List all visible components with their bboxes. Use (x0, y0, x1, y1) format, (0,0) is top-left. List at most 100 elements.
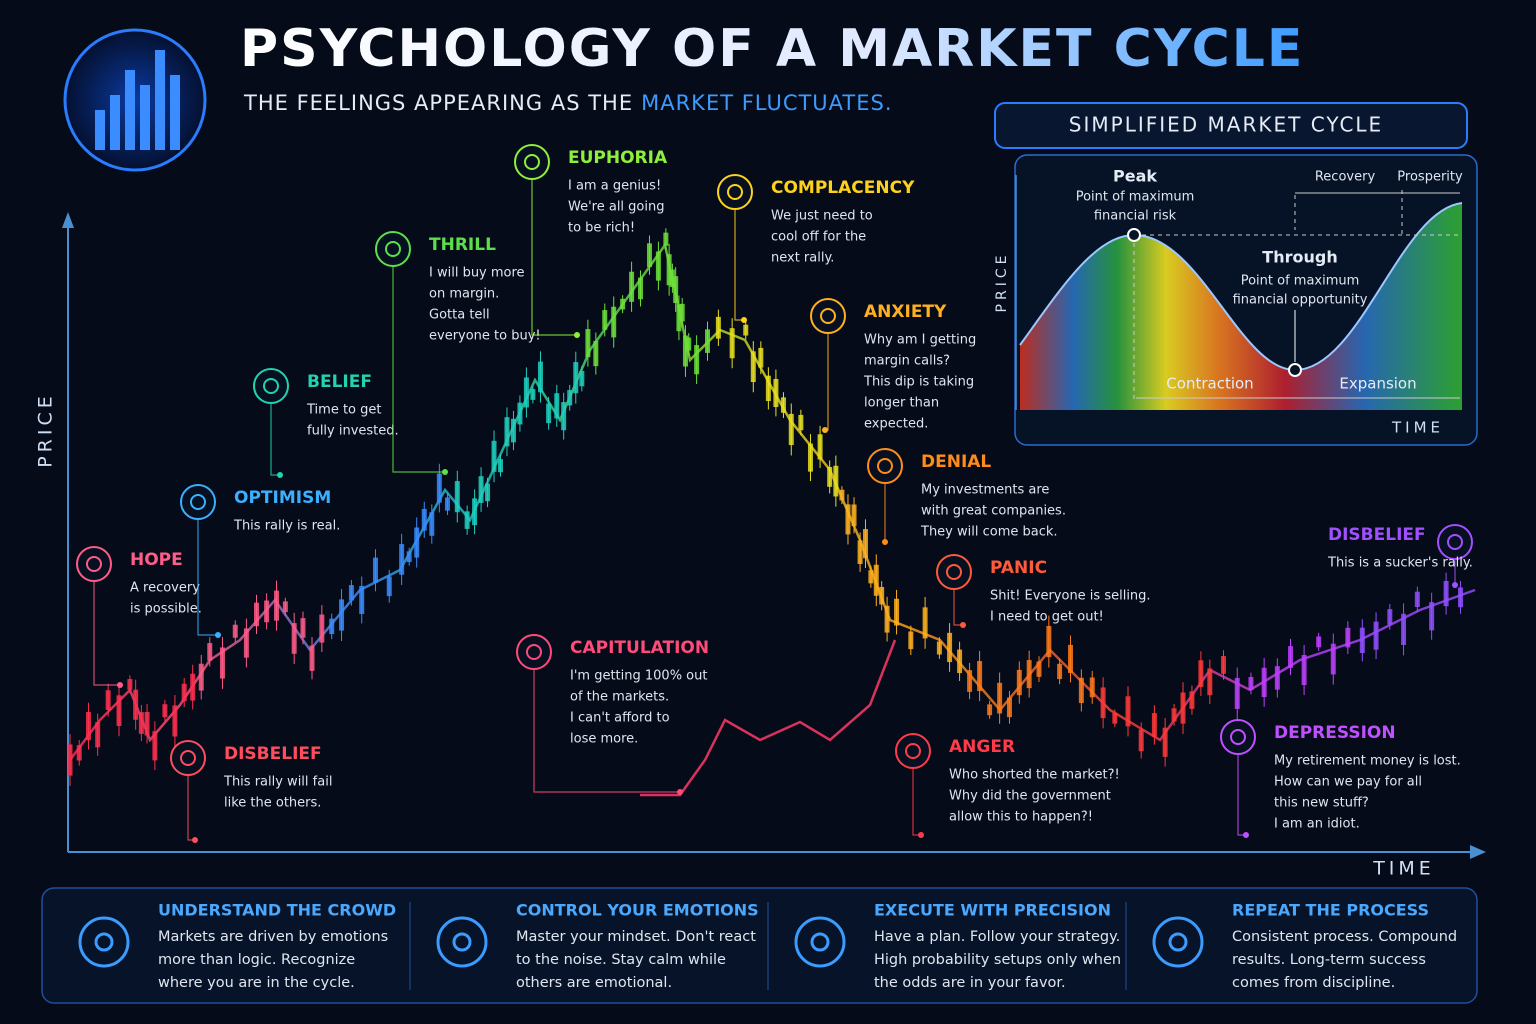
candle-body (1112, 712, 1118, 724)
emotion-text: is possible. (130, 602, 202, 617)
leader-line (270, 404, 280, 476)
candle-body (1414, 591, 1420, 608)
anchor-dot (918, 832, 924, 838)
candle-body (743, 324, 749, 336)
candle-body (546, 403, 552, 424)
emotion-icon (1437, 524, 1473, 560)
emotion-text: this new stuff? (1274, 796, 1369, 811)
emotion-title: THRILL (429, 235, 496, 255)
footer-icon (78, 916, 130, 968)
candle-body (510, 418, 516, 443)
peak-desc: financial risk (1094, 209, 1177, 224)
candle-body (573, 362, 579, 394)
footer-icon (794, 916, 846, 968)
footer-text: the odds are in your favor. (874, 975, 1066, 991)
emotion-text: Shit! Everyone is selling. (990, 589, 1151, 604)
candle-body (300, 618, 306, 638)
anchor-dot (741, 317, 747, 323)
candle-body (444, 497, 450, 511)
footer-text: comes from discipline. (1232, 975, 1395, 991)
candle-body (862, 529, 868, 559)
inset-curve (1019, 202, 1463, 372)
candle-body (694, 345, 700, 375)
candle-body (646, 243, 652, 267)
emotion-text: everyone to buy! (429, 329, 541, 344)
candle-body (1171, 708, 1177, 722)
leader-line (734, 210, 744, 321)
leader-line (533, 670, 680, 793)
candle-body (1234, 677, 1240, 709)
candle-body (851, 504, 857, 527)
inset-title: SIMPLIFIED MARKET CYCLE (1069, 113, 1383, 137)
candle-body (1180, 692, 1186, 724)
candle-body (1089, 677, 1095, 698)
emotion-icon (170, 740, 206, 776)
candle-body (1387, 609, 1393, 625)
emotion-title: CAPITULATION (570, 638, 709, 658)
candle-body (421, 508, 427, 531)
candle-body (1401, 613, 1407, 645)
candle-body (282, 601, 288, 613)
through-desc: financial opportunity (1233, 293, 1368, 308)
candle-body (1138, 729, 1144, 752)
candle-body (1301, 655, 1307, 686)
candle-body (997, 682, 1003, 714)
emotion-icon-core (877, 458, 893, 474)
footer-text: Consistent process. Compound (1232, 929, 1457, 945)
emotion-text: like the others. (224, 796, 321, 811)
anchor-dot (1452, 582, 1458, 588)
footer-title: EXECUTE WITH PRECISION (874, 901, 1111, 920)
emotion-text: fully invested. (307, 424, 399, 439)
candle-body (1261, 667, 1267, 698)
candle-body (1078, 677, 1084, 704)
emotion-title: OPTIMISM (234, 488, 331, 508)
candle-body (329, 618, 335, 635)
leader-line (1237, 755, 1246, 836)
anchor-dot (822, 427, 828, 433)
candle-body (138, 712, 144, 734)
candle-body (152, 731, 158, 761)
candle-body (845, 504, 851, 535)
candle-body (839, 489, 845, 501)
footer-text: Markets are driven by emotions (158, 929, 388, 945)
footer-icon-core (452, 932, 472, 952)
candle-body (1330, 643, 1336, 675)
candle-body (655, 251, 661, 281)
candle-body (729, 328, 735, 359)
footer-text: more than logic. Recognize (158, 952, 355, 968)
candle-body (386, 576, 392, 597)
candle-body (765, 375, 771, 402)
leader-line (392, 267, 445, 473)
emotion-title: EUPHORIA (568, 148, 668, 168)
candle-body (884, 605, 890, 633)
candle-body (436, 473, 442, 503)
emotion-text: Why did the government (949, 789, 1111, 804)
candle-body (1288, 646, 1294, 668)
candle-body (593, 340, 599, 367)
phase-label: Prosperity (1397, 170, 1463, 185)
candle-body (879, 586, 885, 605)
peak-desc: Point of maximum (1076, 190, 1195, 205)
y-label: PRICE (35, 392, 57, 468)
candle-body (530, 389, 536, 400)
leader-line (953, 590, 963, 626)
candle-body (85, 712, 91, 741)
candle-body (1345, 627, 1351, 648)
footer-icon-core (810, 932, 830, 952)
emotion-text: Time to get (306, 403, 381, 418)
candle-body (291, 623, 297, 654)
candle-body (478, 476, 484, 503)
candle-body (1189, 691, 1195, 709)
emotion-text: This dip is taking (863, 375, 974, 390)
emotion-text: with great companies. (921, 504, 1066, 519)
candle-body (116, 695, 122, 726)
candle-body (219, 647, 225, 679)
candle-body (399, 544, 405, 575)
candle-body (894, 598, 900, 626)
candle-body (579, 370, 585, 387)
emotion-icon-core (1447, 534, 1463, 550)
emotion-icon-core (820, 308, 836, 324)
candle-body (669, 269, 675, 288)
leader-line (187, 776, 195, 841)
candle-body (908, 631, 914, 650)
